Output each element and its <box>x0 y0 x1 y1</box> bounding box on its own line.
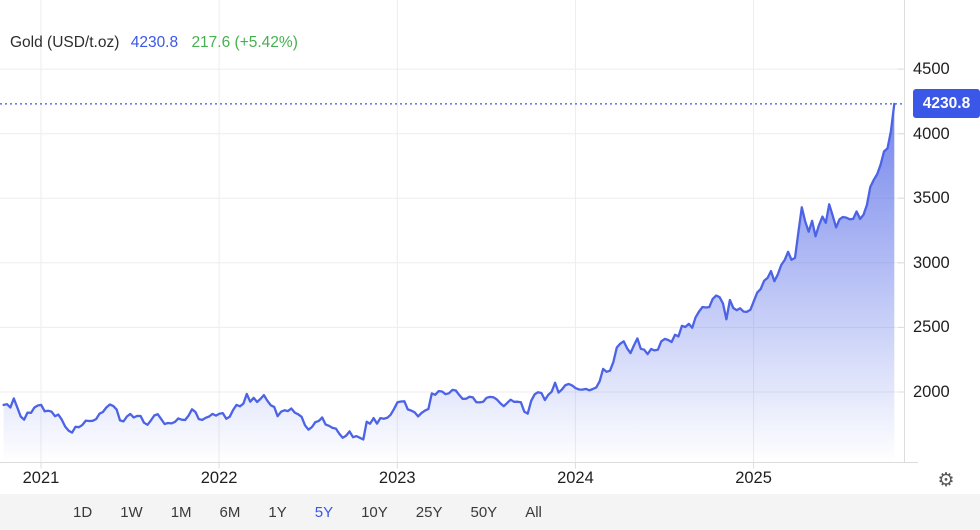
y-axis-label: 3500 <box>913 189 950 208</box>
range-button-5y[interactable]: 5Y <box>314 503 334 521</box>
settings-button[interactable]: ⚙ <box>932 466 960 494</box>
y-axis-label: 4500 <box>913 60 950 79</box>
gridlines <box>0 0 905 463</box>
current-price-badge: 4230.8 <box>913 89 980 119</box>
range-button-6m[interactable]: 6M <box>219 503 241 521</box>
x-axis-label: 2024 <box>557 469 594 487</box>
range-button-10y[interactable]: 10Y <box>361 503 388 521</box>
gear-icon: ⚙ <box>937 469 955 491</box>
price-line <box>2 102 896 441</box>
instrument-name: Gold (USD/t.oz) <box>10 34 120 51</box>
chart-header: Gold (USD/t.oz) 4230.8 217.6 (+5.42%) <box>10 34 298 52</box>
range-button-1y[interactable]: 1Y <box>268 503 287 521</box>
range-toolbar: 1D 1W 1M 6M 1Y 5Y 10Y 25Y 50Y All <box>0 494 980 530</box>
range-button-1m[interactable]: 1M <box>170 503 192 521</box>
x-axis-label: 2025 <box>735 469 772 487</box>
range-button-1d[interactable]: 1D <box>73 503 93 521</box>
y-axis-label: 3000 <box>913 253 950 272</box>
x-axis-label: 2021 <box>22 469 60 487</box>
price-chart-canvas[interactable] <box>0 0 980 492</box>
price-series <box>0 102 905 463</box>
last-price-value: 4230.8 <box>130 34 179 51</box>
x-axis-label: 2023 <box>378 469 416 487</box>
range-button-25y[interactable]: 25Y <box>415 503 443 521</box>
area-fill <box>3 103 895 463</box>
y-axis-label: 2000 <box>913 382 950 401</box>
y-axis-label: 2500 <box>913 318 950 337</box>
range-button-1w[interactable]: 1W <box>120 503 143 521</box>
x-axis-label: 2022 <box>200 469 238 487</box>
axes <box>0 0 918 469</box>
range-button-50y[interactable]: 50Y <box>470 503 498 521</box>
range-button-all[interactable]: All <box>525 503 542 521</box>
price-change-value: 217.6 (+5.42%) <box>191 34 298 51</box>
y-axis-label: 4000 <box>913 124 950 143</box>
